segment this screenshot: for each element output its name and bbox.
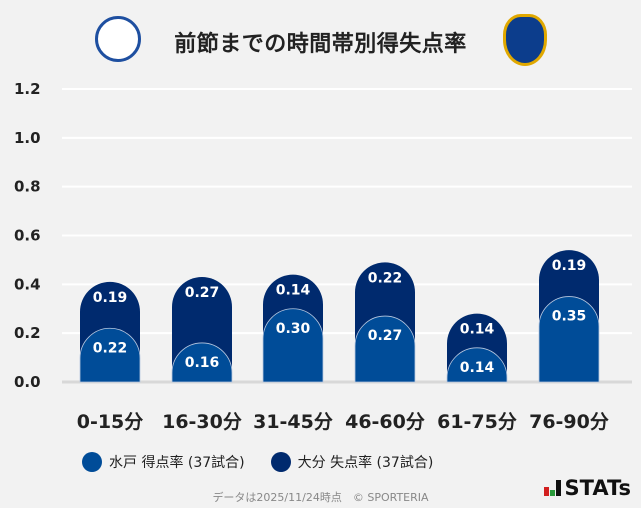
- data-label: 0.14: [460, 360, 495, 376]
- stats-brand-text: STATs: [564, 476, 631, 500]
- y-tick-label: 1.0: [14, 129, 41, 147]
- stats-bars-icon: [543, 480, 561, 496]
- bar-mito: [262, 308, 324, 383]
- data-label: 0.19: [552, 258, 587, 274]
- y-tick-label: 0.6: [14, 227, 41, 245]
- data-label: 0.27: [368, 328, 403, 344]
- data-label: 0.30: [276, 321, 311, 337]
- x-tick-label: 61-75分: [437, 411, 517, 433]
- data-label: 0.27: [185, 285, 220, 301]
- data-label: 0.19: [93, 290, 128, 306]
- legend-item-mito: 水戸 得点率 (37試合): [82, 452, 245, 472]
- bar-mito: [446, 347, 508, 383]
- legend-item-oita: 大分 失点率 (37試合): [270, 452, 434, 472]
- x-tick-label: 46-60分: [345, 411, 425, 433]
- data-label: 0.22: [368, 270, 403, 286]
- mito-hollyhock-logo: [95, 16, 141, 62]
- bar-mito: [538, 296, 600, 383]
- x-tick-label: 76-90分: [529, 411, 609, 433]
- chart-plot: 0.0 0.2 0.4 0.6 0.8 1.0 1.2 0.22 0.19 0-15分 0.16 0.…: [14, 80, 632, 433]
- data-label: 0.14: [276, 283, 311, 299]
- bar-mito: [79, 327, 141, 383]
- footer-note: データは2025/11/24時点 © SPORTERIA: [212, 491, 429, 504]
- y-tick-label: 1.2: [14, 80, 41, 98]
- stats-logo: STATs: [543, 476, 631, 500]
- legend-label: 水戸 得点率 (37試合): [109, 455, 245, 471]
- data-label: 0.35: [552, 309, 587, 325]
- bar-mito: [171, 342, 233, 383]
- chart-title: 前節までの時間帯別得失点率: [174, 32, 467, 57]
- data-label: 0.16: [185, 355, 220, 371]
- y-tick-label: 0.8: [14, 178, 41, 196]
- x-tick-label: 0-15分: [77, 411, 144, 433]
- legend-swatch: [270, 452, 291, 472]
- data-label: 0.14: [460, 322, 495, 338]
- oita-trinita-logo: [503, 14, 547, 66]
- y-tick-label: 0.2: [14, 324, 41, 342]
- y-tick-label: 0.4: [14, 275, 41, 293]
- legend-swatch: [82, 452, 102, 472]
- y-tick-label: 0.0: [14, 373, 41, 391]
- x-tick-label: 31-45分: [253, 411, 333, 433]
- bar-mito: [354, 315, 416, 383]
- x-tick-label: 16-30分: [162, 411, 242, 433]
- legend: 水戸 得点率 (37試合) 大分 失点率 (37試合): [82, 452, 433, 472]
- legend-label: 大分 失点率 (37試合): [297, 455, 434, 471]
- data-label: 0.22: [93, 340, 128, 356]
